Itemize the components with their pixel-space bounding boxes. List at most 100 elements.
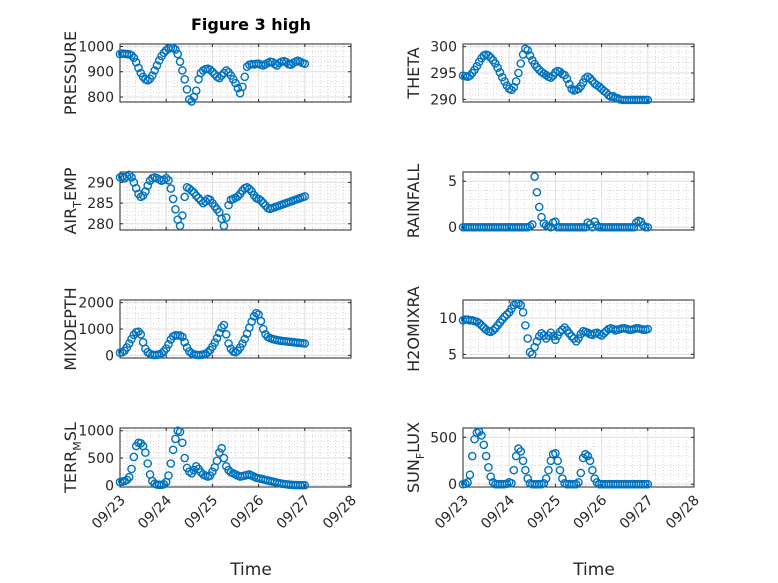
data-point — [585, 456, 595, 466]
data-point — [124, 170, 134, 180]
data-point — [528, 220, 537, 229]
y-tick-label: 1000 — [78, 322, 114, 338]
data-point — [161, 173, 171, 183]
data-point — [245, 184, 254, 194]
data-point — [541, 474, 551, 483]
data-point — [233, 83, 243, 93]
data-point — [500, 312, 509, 321]
y-axis-label: AIRTEMP — [61, 167, 84, 234]
data-point — [238, 339, 247, 348]
y-axis-label: MIXDEPTH — [61, 287, 80, 370]
data-point — [182, 85, 192, 94]
data-point — [465, 71, 475, 80]
data-point — [171, 45, 180, 54]
data-point — [516, 300, 526, 310]
x-axis-label-left: Time — [229, 560, 272, 580]
data-point — [532, 187, 542, 197]
data-point — [486, 53, 496, 63]
y-tick-label: 0 — [448, 220, 457, 236]
data-point — [217, 323, 226, 332]
data-point — [224, 339, 233, 348]
data-point — [148, 71, 157, 80]
y-axis-label: RAINFALL — [404, 164, 423, 239]
data-point — [127, 51, 136, 60]
data-point — [212, 333, 222, 343]
data-point — [210, 338, 220, 348]
data-point — [599, 329, 609, 338]
data-point — [184, 467, 194, 477]
data-point — [178, 66, 187, 75]
data-point — [534, 202, 544, 212]
data-point — [221, 329, 231, 339]
data-point — [219, 221, 229, 231]
data-point — [525, 222, 535, 231]
x-tick-label: 09/24 — [135, 492, 175, 532]
data-point — [143, 347, 153, 357]
data-point — [157, 348, 166, 358]
data-point — [562, 74, 572, 84]
data-point — [256, 316, 266, 326]
data-point — [129, 53, 139, 63]
y-tick-label: 290 — [87, 175, 114, 191]
data-point — [521, 44, 530, 54]
data-point — [472, 61, 482, 71]
data-point — [599, 86, 609, 96]
data-point — [152, 61, 162, 70]
y-tick-label: 800 — [87, 90, 114, 106]
data-point — [578, 78, 588, 87]
data-point — [178, 438, 187, 448]
data-point — [523, 334, 532, 343]
data-point — [511, 77, 521, 86]
data-point — [221, 213, 231, 222]
data-point — [608, 91, 618, 101]
data-point — [233, 192, 243, 201]
data-point — [597, 331, 606, 340]
data-point — [514, 68, 523, 78]
data-point — [178, 332, 187, 342]
data-point — [479, 440, 489, 450]
data-point — [532, 337, 542, 346]
data-point — [175, 427, 185, 437]
data-point — [574, 84, 583, 94]
data-point — [194, 193, 203, 203]
data-point — [585, 73, 595, 83]
data-point — [643, 479, 653, 489]
data-point — [486, 472, 496, 481]
data-point — [484, 51, 493, 60]
data-point — [180, 192, 189, 202]
data-point — [571, 479, 581, 489]
x-tick-label: 09/28 — [663, 493, 703, 533]
data-point — [583, 72, 593, 81]
x-tick-label: 09/23 — [432, 493, 472, 533]
data-point — [127, 334, 136, 344]
data-point — [161, 344, 171, 353]
data-point — [180, 75, 189, 84]
y-tick-label: 290 — [430, 92, 457, 108]
data-point — [523, 474, 532, 483]
x-tick-label: 09/28 — [320, 493, 360, 533]
data-point — [124, 472, 134, 482]
data-point — [208, 67, 217, 77]
x-tick-label: 09/23 — [89, 493, 129, 533]
data-point — [574, 478, 583, 487]
data-point — [178, 211, 187, 220]
data-point — [215, 73, 224, 83]
data-point — [300, 480, 310, 490]
data-point — [141, 448, 150, 457]
data-point — [509, 465, 519, 475]
data-point — [258, 198, 268, 208]
data-point — [215, 448, 224, 457]
data-point — [518, 456, 528, 466]
data-point — [638, 221, 648, 230]
data-point — [601, 88, 611, 97]
data-point — [583, 451, 593, 461]
data-point — [631, 218, 641, 227]
y-tick-label: 0 — [448, 477, 457, 493]
data-point — [159, 479, 169, 489]
data-point — [191, 191, 201, 200]
data-point — [258, 324, 268, 334]
data-point — [224, 200, 233, 210]
